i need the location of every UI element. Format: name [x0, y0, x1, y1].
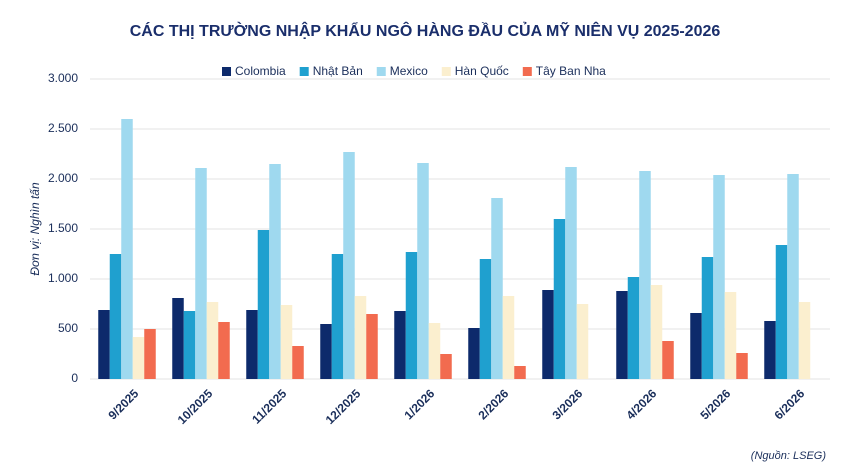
legend-label: Tây Ban Nha	[536, 64, 606, 78]
bar	[320, 324, 332, 379]
bar	[331, 254, 344, 379]
x-tick-label: 10/2025	[175, 386, 216, 427]
y-tick-label: 2.500	[48, 121, 78, 135]
legend-swatch	[299, 67, 309, 76]
legend-label: Mexico	[390, 64, 428, 78]
bar	[195, 168, 207, 379]
bar	[542, 290, 554, 379]
bar	[269, 164, 281, 379]
x-tick-label: 9/2025	[106, 386, 142, 422]
legend-swatch	[441, 67, 451, 76]
y-tick-label: 1.500	[48, 221, 78, 235]
y-tick-label: 2.000	[48, 171, 78, 185]
y-tick-label: 1.000	[48, 271, 78, 285]
bar	[132, 337, 145, 379]
x-tick-label: 11/2025	[249, 386, 289, 426]
bar	[428, 323, 441, 379]
bar	[775, 245, 788, 379]
bar	[713, 175, 725, 379]
legend-label: Nhật Bản	[313, 64, 363, 78]
bar	[650, 285, 663, 379]
bar	[257, 230, 270, 379]
bar	[468, 328, 480, 379]
bar	[798, 302, 811, 379]
bar	[764, 321, 776, 379]
bar	[491, 198, 503, 379]
bar	[109, 254, 122, 379]
bar	[662, 341, 674, 379]
bar	[206, 302, 219, 379]
bar	[405, 252, 418, 379]
legend-swatch	[222, 67, 231, 76]
bar	[121, 119, 133, 379]
x-tick-label: 4/2026	[624, 386, 660, 422]
bar	[366, 314, 378, 379]
bar	[246, 310, 258, 379]
bar	[514, 366, 526, 379]
bar	[565, 167, 577, 379]
x-tick-label: 3/2026	[550, 386, 586, 422]
bar	[98, 310, 110, 379]
bar	[724, 292, 737, 379]
bar	[639, 171, 651, 379]
y-tick-label: 500	[58, 321, 78, 335]
bar	[354, 296, 367, 379]
bar	[144, 329, 156, 379]
y-axis-label: Đơn vị: Nghìn tấn	[28, 182, 42, 276]
bar	[553, 219, 566, 379]
bar	[292, 346, 304, 379]
legend-swatch	[376, 67, 386, 76]
bar	[502, 296, 515, 379]
x-tick-label: 1/2026	[402, 386, 438, 422]
legend-swatch	[522, 67, 532, 76]
bar	[394, 311, 406, 379]
source: (Nguồn: LSEG)	[751, 450, 827, 462]
legend-label: Hàn Quốc	[455, 64, 509, 78]
bar	[690, 313, 702, 379]
bar	[576, 304, 589, 379]
bar	[183, 311, 196, 379]
y-tick-label: 0	[71, 371, 78, 385]
bar	[736, 353, 748, 379]
x-tick-label: 5/2026	[698, 386, 734, 422]
bar	[172, 298, 184, 379]
bar	[280, 305, 293, 379]
bar	[218, 322, 230, 379]
bar	[616, 291, 628, 379]
x-tick-label: 6/2026	[772, 386, 808, 422]
legend-label: Colombia	[235, 64, 286, 78]
bar	[787, 174, 799, 379]
bar	[343, 152, 355, 379]
bar	[701, 257, 714, 379]
bar	[627, 277, 640, 379]
y-tick-label: 3.000	[48, 71, 78, 85]
bar	[479, 259, 492, 379]
bar	[417, 163, 429, 379]
bar	[440, 354, 452, 379]
x-tick-label: 2/2026	[476, 386, 512, 422]
chart-title: CÁC THỊ TRƯỜNG NHẬP KHẨU NGÔ HÀNG ĐẦU CỦ…	[130, 20, 721, 40]
x-tick-label: 12/2025	[323, 386, 364, 427]
